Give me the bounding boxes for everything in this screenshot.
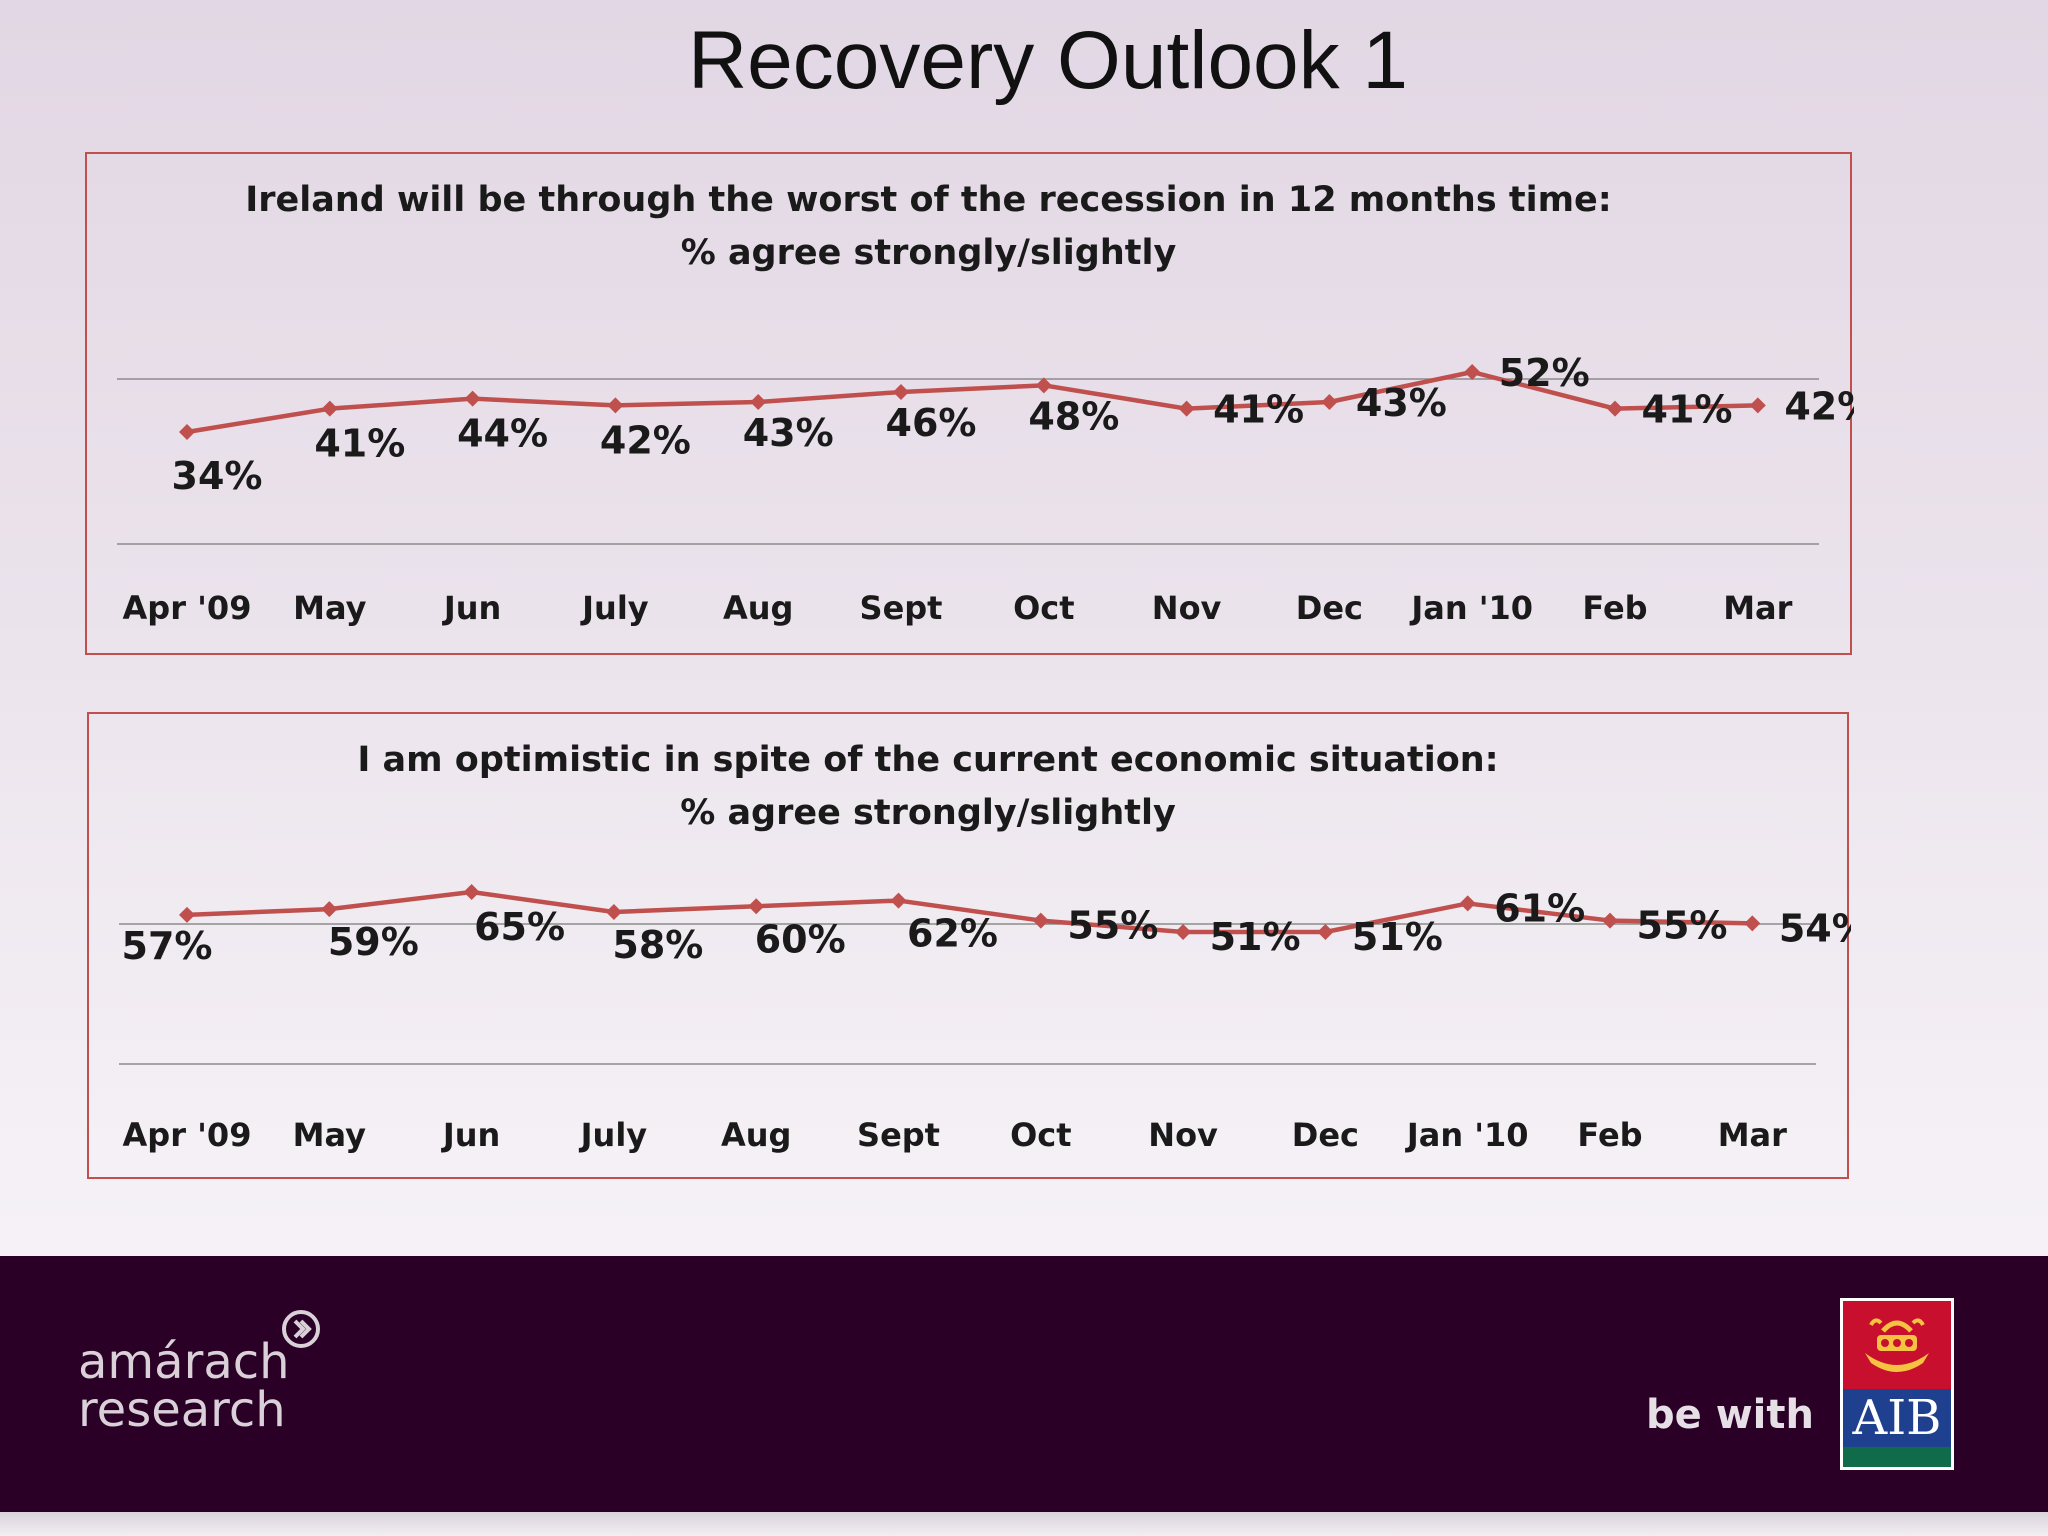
- data-label: 54%: [1779, 906, 1851, 950]
- data-point: [1178, 400, 1195, 417]
- category-label: Dec: [1292, 1116, 1359, 1154]
- category-label: Feb: [1582, 589, 1647, 627]
- category-label: Apr '09: [123, 1116, 252, 1154]
- data-label: 41%: [1213, 388, 1304, 432]
- category-label: Aug: [723, 589, 793, 627]
- category-label: Dec: [1296, 589, 1363, 627]
- data-label: 43%: [1356, 381, 1447, 425]
- data-point: [179, 906, 195, 923]
- data-label: 59%: [328, 920, 419, 964]
- data-label: 51%: [1210, 915, 1301, 959]
- chart-title-line1: I am optimistic in spite of the current …: [357, 740, 1499, 780]
- data-label: 52%: [1499, 351, 1590, 395]
- data-point: [321, 400, 338, 417]
- data-label: 34%: [172, 454, 263, 498]
- category-label: Oct: [1010, 1116, 1071, 1154]
- data-label: 65%: [474, 905, 565, 949]
- category-label: Aug: [721, 1116, 791, 1154]
- category-label: July: [579, 1116, 648, 1154]
- data-label: 41%: [314, 422, 405, 466]
- data-point: [893, 384, 909, 400]
- chart-title: Ireland will be through the worst of the…: [87, 174, 1850, 280]
- data-point: [1317, 924, 1334, 940]
- line-chart-recession: 34% Apr '09 41% May 44% Jun 42% July 43% Aug 46% Se…: [117, 351, 1854, 627]
- data-label: 55%: [1637, 904, 1728, 948]
- data-label: 46%: [886, 401, 977, 445]
- brand-line1: amárach: [78, 1334, 290, 1390]
- category-label: Mar: [1718, 1116, 1787, 1154]
- data-label: 51%: [1352, 915, 1443, 959]
- chart-panel-recession: Ireland will be through the worst of the…: [85, 152, 1854, 655]
- category-label: Nov: [1152, 589, 1222, 627]
- category-label: Oct: [1013, 589, 1074, 627]
- line-chart-optimism: 57% Apr '09 59% May 65% Jun 58% July 60% Aug 62% Se…: [119, 884, 1851, 1154]
- data-label: 42%: [1784, 384, 1854, 428]
- data-label: 62%: [907, 912, 998, 956]
- data-label: 48%: [1028, 394, 1119, 438]
- category-label: Jan '10: [1409, 589, 1533, 627]
- data-point: [1032, 912, 1049, 929]
- data-label: 61%: [1494, 886, 1585, 930]
- data-label: 60%: [755, 917, 846, 961]
- data-point: [750, 394, 767, 410]
- data-point: [748, 898, 765, 915]
- footer-bar: [0, 1256, 2048, 1512]
- data-point: [464, 390, 481, 407]
- data-label: 55%: [1067, 904, 1158, 948]
- amarach-logo: amárach research: [78, 1310, 320, 1438]
- data-point: [1602, 912, 1618, 929]
- aib-emblem: [1843, 1301, 1951, 1389]
- category-label: Sept: [860, 589, 943, 627]
- chart-title-line2: % agree strongly/slightly: [680, 233, 1177, 273]
- chart-title-line2: % agree strongly/slightly: [680, 793, 1176, 833]
- aib-lettering: AIB: [1852, 1390, 1942, 1446]
- data-point: [1459, 895, 1476, 912]
- data-point: [890, 892, 907, 909]
- data-point: [1749, 397, 1766, 414]
- chart-panel-optimism: I am optimistic in spite of the current …: [87, 712, 1851, 1179]
- data-point: [607, 397, 624, 414]
- series-line: [186, 369, 1758, 435]
- data-point: [1175, 924, 1192, 940]
- category-label: Jun: [441, 1116, 500, 1154]
- data-point: [321, 901, 338, 918]
- data-point: [179, 424, 195, 440]
- category-label: Mar: [1723, 589, 1792, 627]
- tagline: be with: [1646, 1392, 1814, 1438]
- brand-line2: research: [78, 1382, 286, 1438]
- series-line: [186, 889, 1753, 935]
- data-point: [605, 904, 622, 920]
- category-label: May: [293, 589, 366, 627]
- chart-title: I am optimistic in spite of the current …: [89, 734, 1847, 840]
- ark-icon: [1865, 1318, 1929, 1372]
- data-label: 57%: [122, 924, 213, 968]
- category-label: Jun: [442, 589, 501, 627]
- category-label: Apr '09: [123, 589, 252, 627]
- data-point: [1321, 394, 1338, 410]
- data-point: [463, 884, 480, 900]
- data-point: [1744, 915, 1761, 932]
- data-point: [1607, 400, 1623, 417]
- category-label: Nov: [1148, 1116, 1218, 1154]
- data-label: 43%: [743, 411, 834, 455]
- data-label: 42%: [600, 418, 691, 462]
- data-point: [1035, 377, 1052, 394]
- footer-shadow: [0, 1512, 2048, 1536]
- category-label: Jan '10: [1405, 1116, 1529, 1154]
- data-label: 58%: [612, 923, 703, 967]
- category-label: Sept: [857, 1116, 940, 1154]
- slide-title: Recovery Outlook 1: [687, 15, 1409, 106]
- category-label: July: [580, 589, 649, 627]
- category-label: May: [293, 1116, 366, 1154]
- category-label: Feb: [1577, 1116, 1642, 1154]
- chevron-right-icon: [282, 1310, 320, 1348]
- chart-title-line1: Ireland will be through the worst of the…: [245, 180, 1612, 220]
- aib-logo: AIB: [1840, 1298, 1954, 1470]
- data-label: 44%: [457, 412, 548, 456]
- data-label: 41%: [1642, 388, 1733, 432]
- data-point: [1464, 364, 1481, 380]
